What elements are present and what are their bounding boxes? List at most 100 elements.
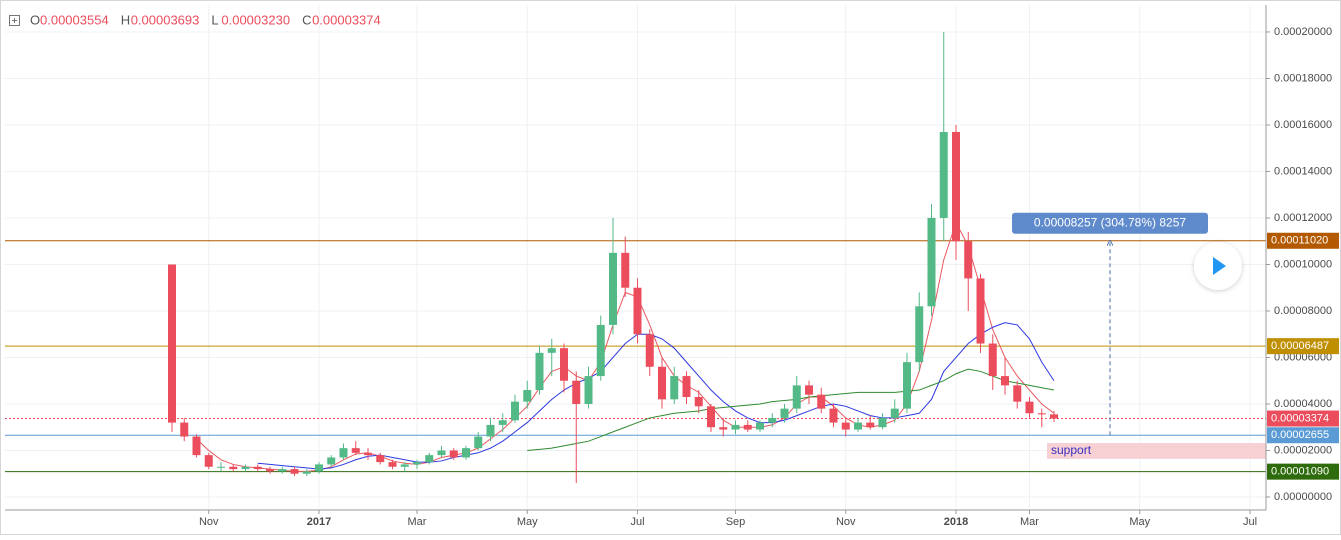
support-label: support (1051, 443, 1092, 457)
y-tick-label: 0.00000000 (1274, 491, 1332, 503)
candle-body (1025, 401, 1034, 414)
candle-body (817, 394, 826, 409)
candles-layer (168, 31, 1058, 484)
candle-body (498, 420, 507, 425)
axes-layer: 0.00000000 0.00002000 0.00004000 0.00006000… (199, 26, 1339, 528)
levels-layer (5, 240, 1266, 473)
candle-body (376, 455, 385, 463)
play-icon (1213, 257, 1226, 275)
candle-body (707, 406, 715, 428)
candle-body (290, 469, 299, 474)
candle-body (866, 422, 875, 428)
expand-icon[interactable] (9, 15, 20, 26)
candle-body (768, 417, 777, 423)
play-button[interactable] (1194, 242, 1242, 290)
candle-body (792, 385, 801, 409)
candle-body (964, 241, 973, 279)
candle-body (315, 464, 323, 472)
candle-body (621, 252, 630, 288)
candle-body (486, 424, 495, 437)
ohlc-value: 0.00003374 (312, 12, 381, 27)
candle-body (1013, 385, 1022, 402)
x-tick-label: Nov (836, 516, 856, 528)
candle-body (596, 324, 605, 377)
candle-body (388, 462, 397, 467)
expand-icon-plus (12, 18, 17, 23)
candle-body (413, 462, 421, 465)
candle-body (278, 469, 287, 472)
level-price-box (1267, 338, 1339, 355)
y-tick-label: 0.00018000 (1274, 72, 1332, 84)
candle-body (327, 457, 336, 465)
candle-body (364, 452, 372, 456)
candle-body (547, 348, 556, 353)
y-tick-label: 0.00006000 (1274, 351, 1332, 363)
ohlc-label: O (30, 12, 40, 27)
candle-body (976, 278, 985, 344)
x-tick-label: Jul (1243, 516, 1257, 528)
candle-body (437, 450, 446, 456)
candle-body (192, 436, 201, 456)
candle-body (854, 422, 862, 430)
moving-average-line (527, 368, 1055, 451)
candle-body (1037, 413, 1046, 415)
candle-body (878, 417, 887, 428)
ohlc-label: L (211, 12, 218, 27)
candle-body (229, 466, 238, 470)
candle-body (670, 376, 679, 400)
candle-body (609, 252, 617, 325)
x-tick-label: Mar (408, 516, 427, 528)
candle-body (939, 131, 948, 218)
candle-body (425, 455, 434, 463)
ohlc-value: 0.00003230 (221, 12, 290, 27)
x-tick-label: 2017 (307, 516, 331, 528)
level-price-label: 0.00011020 (1271, 235, 1328, 247)
y-tick-label: 0.00014000 (1274, 165, 1332, 177)
candle-body (805, 385, 813, 395)
candle-body (535, 352, 544, 391)
level-price-box (1267, 232, 1339, 249)
candle-body (511, 401, 519, 421)
y-tick-label: 0.00010000 (1274, 258, 1332, 270)
candle-body (339, 448, 348, 458)
candle-body (474, 436, 483, 449)
candle-body (1001, 376, 1009, 386)
x-tick-label: Sep (726, 516, 746, 528)
candle-body (890, 408, 899, 418)
candle-body (915, 306, 924, 363)
candle-body (266, 469, 274, 472)
candle-body (241, 466, 250, 470)
level-price-label: 0.00001090 (1271, 466, 1329, 478)
candle-body (829, 408, 838, 423)
candle-body (400, 464, 409, 467)
ohlc-value: 0.00003693 (131, 12, 200, 27)
x-tick-label: May (517, 516, 538, 528)
candle-body (927, 217, 936, 307)
x-tick-label: Jul (630, 516, 644, 528)
ohlc-label: C (302, 12, 311, 27)
y-tick-label: 0.00002000 (1274, 444, 1332, 456)
support-zone (1047, 443, 1266, 459)
candle-body (952, 131, 960, 242)
candle-body (302, 471, 311, 474)
candle-body (841, 422, 850, 430)
x-tick-label: 2018 (944, 516, 968, 528)
candle-body (560, 348, 568, 381)
level-price-box (1267, 427, 1339, 444)
y-tick-label: 0.00016000 (1274, 119, 1332, 131)
moving-average-line (257, 322, 1055, 470)
candle-body (756, 422, 764, 430)
x-tick-label: May (1129, 516, 1150, 528)
candle-body (658, 366, 666, 400)
zone-layer: support (1047, 443, 1266, 459)
level-price-box (1267, 463, 1339, 480)
candle-body (204, 455, 213, 467)
candle-body (719, 427, 728, 430)
candle-body (168, 264, 176, 423)
y-tick-label: 0.00008000 (1274, 305, 1332, 317)
candle-body (523, 390, 532, 402)
candle-body (633, 287, 642, 335)
level-price-label: 0.00006487 (1271, 340, 1329, 352)
candle-body (645, 334, 654, 367)
